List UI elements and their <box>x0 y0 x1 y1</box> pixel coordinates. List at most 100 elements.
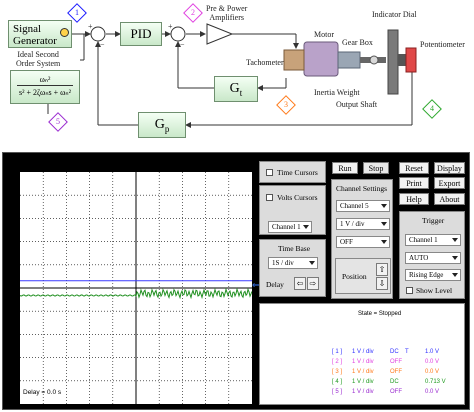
channel-status-value: 0.713 V <box>425 379 446 385</box>
stop-button[interactable]: Stop <box>363 162 389 174</box>
time-cursors-label: Time Cursors <box>277 168 318 177</box>
time-base-value: 1S / div <box>272 259 294 267</box>
cursor-channel-select[interactable]: Channel 1 <box>268 221 312 233</box>
channel-status-mode: DC <box>390 379 399 385</box>
trigger-edge-select[interactable]: Rising Edge <box>405 269 461 281</box>
trigger-edge-value: Rising Edge <box>409 271 444 279</box>
probe-marker-4-label: 4 <box>430 104 434 113</box>
diagram-wires <box>47 23 417 128</box>
sum1-minus: − <box>100 40 105 49</box>
volts-cursors-box: Volts Cursors Channel 1 <box>259 185 326 235</box>
signal-generator-knob-icon <box>60 28 69 37</box>
cursor-channel-value: Channel 1 <box>272 223 301 231</box>
scope-grid <box>19 172 253 404</box>
inertia-weight-label: Inertia Weight <box>314 88 360 97</box>
trigger-mode-select[interactable]: AUTO <box>405 252 461 264</box>
position-box: Position ⇧ ⇩ <box>335 258 391 294</box>
delay-label: Delay <box>266 280 284 289</box>
probe-marker-5-label: 5 <box>56 117 60 126</box>
trigger-title: Trigger <box>422 216 445 225</box>
channel-status-scale: 1 V / div <box>352 389 374 395</box>
indicator-dial-label: Indicator Dial <box>372 10 417 19</box>
potentiometer-label: Potentiometer <box>420 40 465 49</box>
channel-select-value: Channel 5 <box>340 202 369 210</box>
channel-status-value: 0.0 V <box>425 359 440 365</box>
display-button[interactable]: Display <box>434 162 465 174</box>
volts-cursors-label: Volts Cursors <box>277 193 318 202</box>
coupling-select[interactable]: OFF <box>336 236 390 248</box>
position-up-button[interactable]: ⇧ <box>376 263 388 276</box>
chevron-down-icon <box>381 222 387 226</box>
time-base-select[interactable]: 1S / div <box>268 257 318 269</box>
trigger-box: Trigger Channel 1 AUTO Rising Edge Show … <box>399 211 465 299</box>
chevron-down-icon <box>452 256 458 260</box>
probe-marker-1-label: 1 <box>75 8 79 17</box>
block-diagram: Signal Generator PID Gt Gp ωₙ² s² + 2ζωₙ… <box>0 0 474 150</box>
channel-status-mode: DC <box>390 349 399 355</box>
trigger-channel-select[interactable]: Channel 1 <box>405 234 461 246</box>
trigger-channel-value: Channel 1 <box>409 236 438 244</box>
probe-marker-2-label: 2 <box>191 8 195 17</box>
delay-readout: Delay = 0.0 s <box>23 389 62 396</box>
chevron-down-icon <box>381 240 387 244</box>
chevron-down-icon <box>309 261 315 265</box>
position-label: Position <box>342 272 367 281</box>
channel-status-value: 0.0 V <box>425 369 440 375</box>
channel-status-t: T <box>405 349 409 355</box>
trigger-mode-value: AUTO <box>409 254 429 262</box>
tf-numerator: ωₙ² <box>17 74 73 86</box>
volts-cursors-checkbox[interactable] <box>266 194 273 201</box>
ideal-system-label: Ideal Second Order System <box>16 50 61 68</box>
gt-label: G <box>229 81 240 96</box>
time-base-box: Time Base 1S / div Delay ⇦ ⇨ <box>259 239 326 297</box>
channel-select[interactable]: Channel 5 <box>336 200 390 212</box>
show-level-checkbox[interactable] <box>406 287 413 294</box>
reset-button[interactable]: Reset <box>399 162 429 174</box>
delay-left-button[interactable]: ⇦ <box>294 277 306 290</box>
chevron-down-icon <box>452 238 458 242</box>
channel-status-scale: 1 V / div <box>352 349 374 355</box>
time-cursors-checkbox[interactable] <box>266 169 273 176</box>
channel-status-id: [ 4 ] <box>332 379 343 385</box>
gt-subscript: t <box>239 87 243 98</box>
probe-marker-3-label: 3 <box>284 100 288 109</box>
sum2-minus: − <box>180 40 185 49</box>
trigger-arrow-icon: ⇐ <box>252 281 260 291</box>
channel-status-mode: OFF <box>390 389 402 395</box>
about-button[interactable]: About <box>434 193 465 205</box>
pid-block[interactable]: PID <box>120 22 162 46</box>
chevron-down-icon <box>452 273 458 277</box>
ideal-system-block[interactable]: ωₙ² s² + 2ζωₙs + ωₙ² <box>10 70 80 104</box>
channel-status-value: 0.0 V <box>425 389 440 395</box>
scope-screen[interactable] <box>19 172 253 404</box>
gp-block[interactable]: Gp <box>138 112 186 138</box>
tachometer-label: Tachometer <box>246 58 284 67</box>
show-level-label: Show Level <box>416 286 453 295</box>
delay-right-button[interactable]: ⇨ <box>307 277 319 290</box>
help-button[interactable]: Help <box>399 193 429 205</box>
channel-status-id: [ 3 ] <box>332 369 343 375</box>
output-shaft-label: Output Shaft <box>336 100 378 109</box>
position-down-button[interactable]: ⇩ <box>376 277 388 290</box>
channel-status-value: 1.0 V <box>425 349 440 355</box>
status-panel: State = Stopped [ 1 ] 1 V / div DC T 1.0 V [ … <box>259 303 465 405</box>
state-text: State = Stopped <box>358 311 402 317</box>
channel-settings-title: Channel Settings <box>336 184 388 193</box>
volts-div-value: 1 V / div <box>340 220 365 228</box>
gt-block[interactable]: Gt <box>214 76 258 102</box>
oscilloscope-panel: ⇐ Time Cursors Volts Cursors Channel 1 T… <box>2 152 470 410</box>
export-button[interactable]: Export <box>434 177 465 189</box>
volts-div-select[interactable]: 1 V / div <box>336 218 390 230</box>
sum2-plus: + <box>168 22 173 31</box>
channel-status-scale: 1 V / div <box>352 379 374 385</box>
chevron-down-icon <box>303 225 309 229</box>
run-button[interactable]: Run <box>332 162 358 174</box>
channel-4-trace <box>19 287 253 300</box>
gp-label: G <box>154 117 165 132</box>
channel-status-id: [ 2 ] <box>332 359 343 365</box>
gp-subscript: p <box>164 123 170 134</box>
print-button[interactable]: Print <box>399 177 429 189</box>
motor-label: Motor <box>314 30 334 39</box>
coupling-value: OFF <box>340 238 353 246</box>
channel-status-mode: OFF <box>390 359 402 365</box>
